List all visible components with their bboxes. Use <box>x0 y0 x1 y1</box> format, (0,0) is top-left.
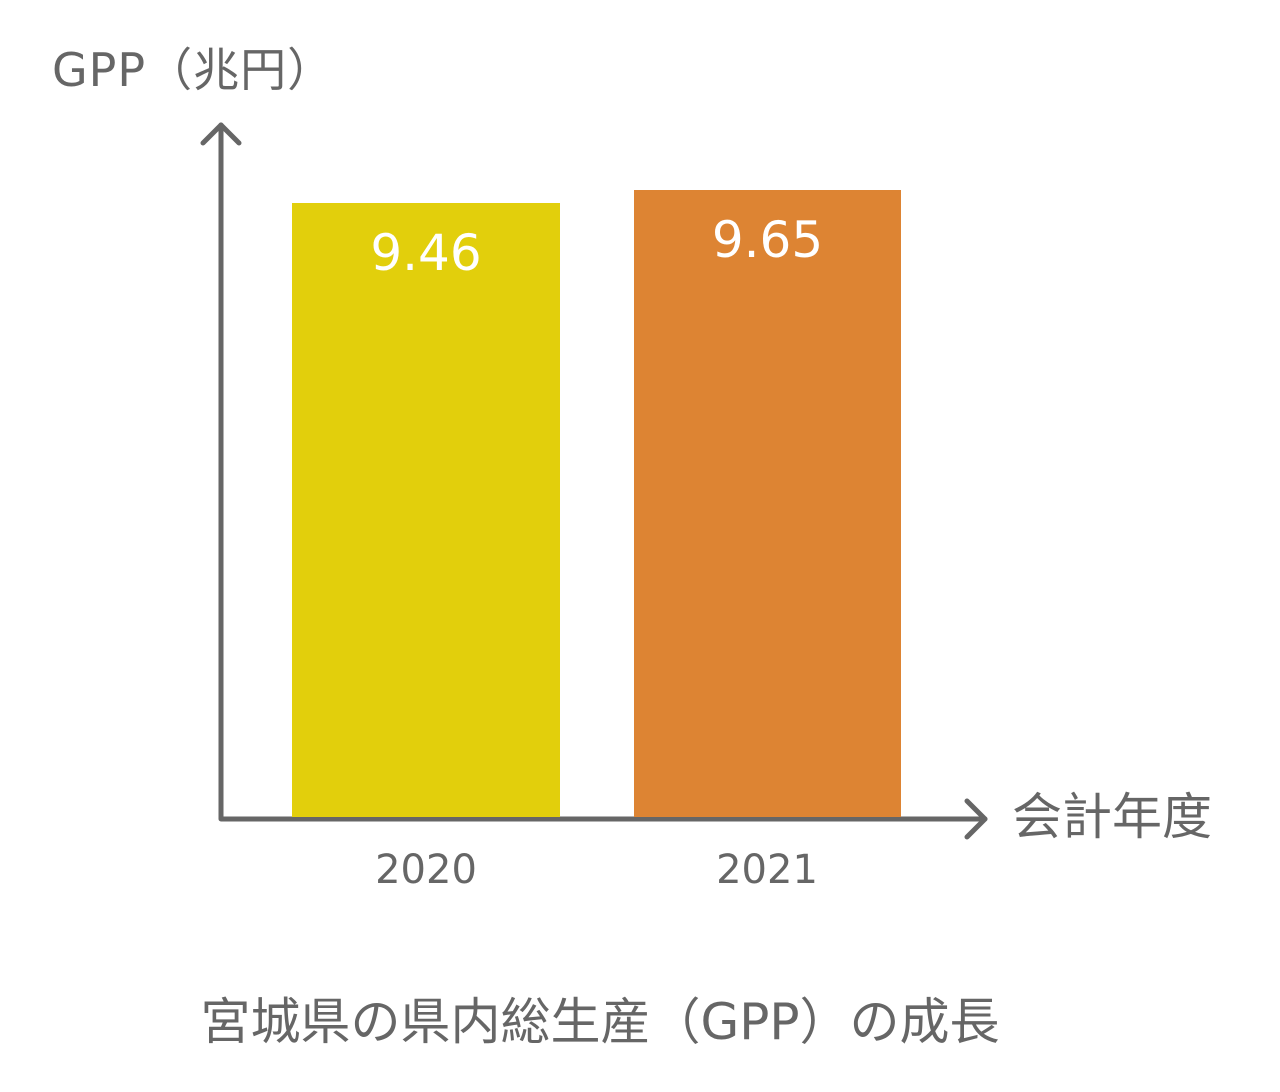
x-axis-arrow-icon <box>964 798 988 840</box>
y-axis-line <box>218 122 988 822</box>
bar-value-label: 9.65 <box>711 211 824 269</box>
chart-title: 宮城県の県内総生産（GPP）の成長 <box>200 993 1000 1051</box>
y-axis-title: GPP（兆円） <box>52 43 335 97</box>
x-axis-title: 会計年度 <box>1012 788 1212 846</box>
y-axis-arrow-icon <box>200 122 242 146</box>
x-tick-label-2021: 2021 <box>716 847 818 893</box>
bar-value-label: 9.46 <box>370 224 482 282</box>
x-tick-label-2020: 2020 <box>375 847 477 893</box>
bar-2020: 9.46 <box>292 203 560 817</box>
bar-2021: 9.65 <box>634 190 901 817</box>
